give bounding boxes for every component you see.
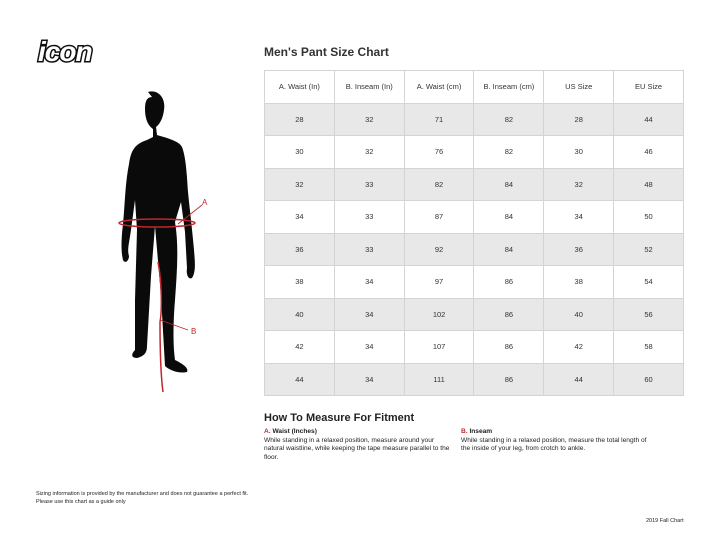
table-row: 40 34 102 86 40 56 — [264, 297, 684, 331]
table-cell: 34 — [333, 362, 405, 396]
table-cell: 44 — [264, 362, 335, 396]
table-cell: 84 — [473, 167, 545, 201]
table-cell: 33 — [333, 232, 405, 266]
table-cell: 102 — [403, 297, 475, 331]
table-cell: 82 — [473, 135, 545, 169]
table-cell: 82 — [403, 167, 475, 201]
table-cell: 30 — [264, 135, 335, 169]
col-header: A. Waist (cm) — [403, 70, 475, 104]
table-cell: 48 — [613, 167, 684, 201]
table-cell: 30 — [543, 135, 615, 169]
table-cell: 87 — [403, 200, 475, 234]
table-cell: 50 — [613, 200, 684, 234]
table-row: 36 33 92 84 36 52 — [264, 232, 684, 266]
table-cell: 42 — [543, 330, 615, 364]
table-cell: 38 — [264, 265, 335, 299]
col-header: A. Waist (In) — [264, 70, 335, 104]
table-cell: 34 — [543, 200, 615, 234]
table-cell: 40 — [543, 297, 615, 331]
waist-text: While standing in a relaxed position, me… — [264, 436, 450, 461]
waist-instructions: A. Waist (Inches) While standing in a re… — [264, 428, 454, 462]
table-cell: 46 — [613, 135, 684, 169]
table-cell: 28 — [543, 102, 615, 136]
table-cell: 86 — [473, 362, 545, 396]
table-cell: 40 — [264, 297, 335, 331]
table-cell: 60 — [613, 362, 684, 396]
table-cell: 97 — [403, 265, 475, 299]
table-cell: 86 — [473, 297, 545, 331]
waist-label: Waist (Inches) — [272, 428, 317, 435]
table-row: 44 34 111 86 44 60 — [264, 362, 684, 396]
table-row: 34 33 87 84 34 50 — [264, 200, 684, 234]
table-row: 42 34 107 86 42 58 — [264, 330, 684, 364]
edition-label: 2019 Fall Chart — [646, 518, 684, 524]
inseam-text: While standing in a relaxed position, me… — [461, 436, 647, 453]
size-table: A. Waist (In) B. Inseam (In) A. Waist (c… — [264, 70, 684, 396]
table-cell: 34 — [333, 297, 405, 331]
table-cell: 38 — [543, 265, 615, 299]
page-title: Men's Pant Size Chart — [264, 45, 389, 59]
howto-title: How To Measure For Fitment — [264, 412, 415, 424]
table-cell: 71 — [403, 102, 475, 136]
col-header: B. Inseam (cm) — [473, 70, 545, 104]
table-cell: 86 — [473, 265, 545, 299]
table-cell: 52 — [613, 232, 684, 266]
icon-logo: icon — [37, 38, 95, 66]
table-cell: 34 — [333, 265, 405, 299]
table-cell: 34 — [333, 330, 405, 364]
table-cell: 36 — [543, 232, 615, 266]
col-header: EU Size — [613, 70, 684, 104]
table-cell: 86 — [473, 330, 545, 364]
body-silhouette: A B — [118, 91, 208, 393]
disclaimer-line: Please use this chart as a guide only — [36, 499, 126, 505]
table-cell: 54 — [613, 265, 684, 299]
table-cell: 33 — [333, 200, 405, 234]
table-cell: 32 — [333, 135, 405, 169]
table-row: 28 32 71 82 28 44 — [264, 102, 684, 136]
table-cell: 76 — [403, 135, 475, 169]
table-cell: 84 — [473, 200, 545, 234]
table-cell: 111 — [403, 362, 475, 396]
table-row: 30 32 76 82 30 46 — [264, 135, 684, 169]
inseam-label: Inseam — [469, 428, 493, 435]
col-header: B. Inseam (In) — [333, 70, 405, 104]
inseam-letter: B. — [461, 428, 468, 435]
label-b: B — [191, 327, 196, 336]
table-cell: 28 — [264, 102, 335, 136]
table-cell: 84 — [473, 232, 545, 266]
table-cell: 32 — [543, 167, 615, 201]
table-row: 38 34 97 86 38 54 — [264, 265, 684, 299]
table-cell: 34 — [264, 200, 335, 234]
table-cell: 44 — [543, 362, 615, 396]
disclaimer: Sizing information is provided by the ma… — [36, 490, 248, 506]
table-cell: 107 — [403, 330, 475, 364]
table-cell: 44 — [613, 102, 684, 136]
table-cell: 36 — [264, 232, 335, 266]
svg-text:icon: icon — [38, 38, 92, 66]
waist-letter: A. — [264, 428, 271, 435]
table-cell: 32 — [333, 102, 405, 136]
table-cell: 42 — [264, 330, 335, 364]
table-cell: 32 — [264, 167, 335, 201]
col-header: US Size — [543, 70, 615, 104]
table-header-row: A. Waist (In) B. Inseam (In) A. Waist (c… — [264, 70, 684, 104]
table-row: 32 33 82 84 32 48 — [264, 167, 684, 201]
label-a: A — [202, 198, 208, 207]
table-cell: 92 — [403, 232, 475, 266]
disclaimer-line: Sizing information is provided by the ma… — [36, 491, 249, 497]
inseam-instructions: B. Inseam While standing in a relaxed po… — [461, 428, 651, 454]
table-cell: 58 — [613, 330, 684, 364]
table-cell: 56 — [613, 297, 684, 331]
table-cell: 33 — [333, 167, 405, 201]
table-cell: 82 — [473, 102, 545, 136]
